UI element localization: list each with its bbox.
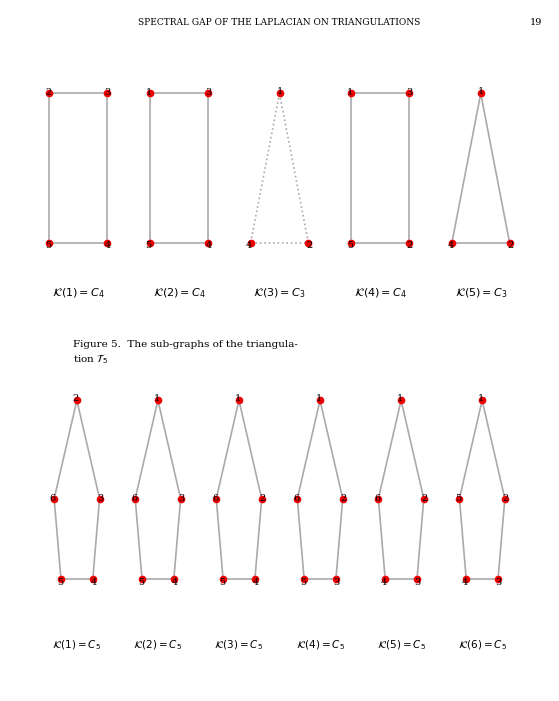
Text: $\mathcal{K}(2)=C_4$: $\mathcal{K}(2)=C_4$ — [153, 287, 205, 300]
Text: $\mathcal{K}(2)=C_5$: $\mathcal{K}(2)=C_5$ — [134, 639, 182, 652]
Text: 4: 4 — [447, 241, 454, 250]
Text: 5: 5 — [219, 578, 225, 587]
Text: $\mathcal{K}(4)=C_5$: $\mathcal{K}(4)=C_5$ — [296, 639, 344, 652]
Text: $\mathcal{K}(5)=C_5$: $\mathcal{K}(5)=C_5$ — [377, 639, 425, 652]
Text: 5: 5 — [138, 578, 144, 587]
Text: 4: 4 — [253, 578, 259, 587]
Text: 1: 1 — [154, 394, 160, 403]
Text: 3: 3 — [406, 88, 413, 97]
Text: 6: 6 — [131, 494, 137, 503]
Text: 5: 5 — [45, 241, 51, 250]
Text: $\mathcal{K}(4)=C_4$: $\mathcal{K}(4)=C_4$ — [354, 287, 406, 300]
Text: 4: 4 — [205, 241, 211, 250]
Text: 6: 6 — [212, 494, 218, 503]
Text: Figure 5.  The sub-graphs of the triangula-: Figure 5. The sub-graphs of the triangul… — [73, 340, 297, 349]
Text: 4: 4 — [246, 241, 253, 250]
Text: 3: 3 — [178, 494, 184, 503]
Text: 1: 1 — [276, 87, 283, 96]
Text: 1: 1 — [477, 87, 484, 96]
Text: 1: 1 — [235, 394, 241, 403]
Text: 6: 6 — [374, 494, 380, 503]
Text: 5: 5 — [146, 241, 151, 250]
Text: 1: 1 — [145, 88, 152, 97]
Text: 1: 1 — [316, 394, 322, 403]
Text: 5: 5 — [347, 241, 353, 250]
Text: 2: 2 — [503, 494, 509, 503]
Text: 3: 3 — [496, 578, 502, 587]
Text: 2: 2 — [406, 241, 413, 250]
Text: 2: 2 — [73, 394, 79, 403]
Text: 2: 2 — [507, 241, 513, 250]
Text: 3: 3 — [415, 578, 421, 587]
Text: 4: 4 — [105, 241, 111, 250]
Text: 1: 1 — [347, 88, 353, 97]
Text: 2: 2 — [45, 88, 51, 97]
Text: 1: 1 — [478, 394, 484, 403]
Text: 3: 3 — [97, 494, 103, 503]
Text: SPECTRAL GAP OF THE LAPLACIAN ON TRIANGULATIONS: SPECTRAL GAP OF THE LAPLACIAN ON TRIANGU… — [139, 18, 420, 27]
Text: 1: 1 — [397, 394, 403, 403]
Text: 5: 5 — [57, 578, 63, 587]
Text: 3: 3 — [105, 88, 111, 97]
Text: 2: 2 — [421, 494, 428, 503]
Text: $\mathcal{K}(1)=C_4$: $\mathcal{K}(1)=C_4$ — [52, 287, 105, 300]
Text: 4: 4 — [381, 578, 387, 587]
Text: $\mathcal{K}(3)=C_5$: $\mathcal{K}(3)=C_5$ — [215, 639, 263, 652]
Text: tion $\mathcal{T}_5$: tion $\mathcal{T}_5$ — [73, 353, 108, 367]
Text: 6: 6 — [50, 494, 56, 503]
Text: $\mathcal{K}(3)=C_3$: $\mathcal{K}(3)=C_3$ — [253, 287, 306, 300]
Text: 4: 4 — [172, 578, 178, 587]
Text: 3: 3 — [334, 578, 340, 587]
Text: $\mathcal{K}(5)=C_3$: $\mathcal{K}(5)=C_3$ — [454, 287, 507, 300]
Text: 2: 2 — [306, 241, 312, 250]
Text: 3: 3 — [205, 88, 211, 97]
Text: $\mathcal{K}(1)=C_5$: $\mathcal{K}(1)=C_5$ — [53, 639, 101, 652]
Text: 19: 19 — [530, 18, 542, 27]
Text: 5: 5 — [300, 578, 306, 587]
Text: 4: 4 — [462, 578, 468, 587]
Text: 2: 2 — [259, 494, 266, 503]
Text: 5: 5 — [455, 494, 461, 503]
Text: 4: 4 — [91, 578, 97, 587]
Text: 2: 2 — [340, 494, 347, 503]
Text: $\mathcal{K}(6)=C_5$: $\mathcal{K}(6)=C_5$ — [458, 639, 506, 652]
Text: 6: 6 — [293, 494, 299, 503]
